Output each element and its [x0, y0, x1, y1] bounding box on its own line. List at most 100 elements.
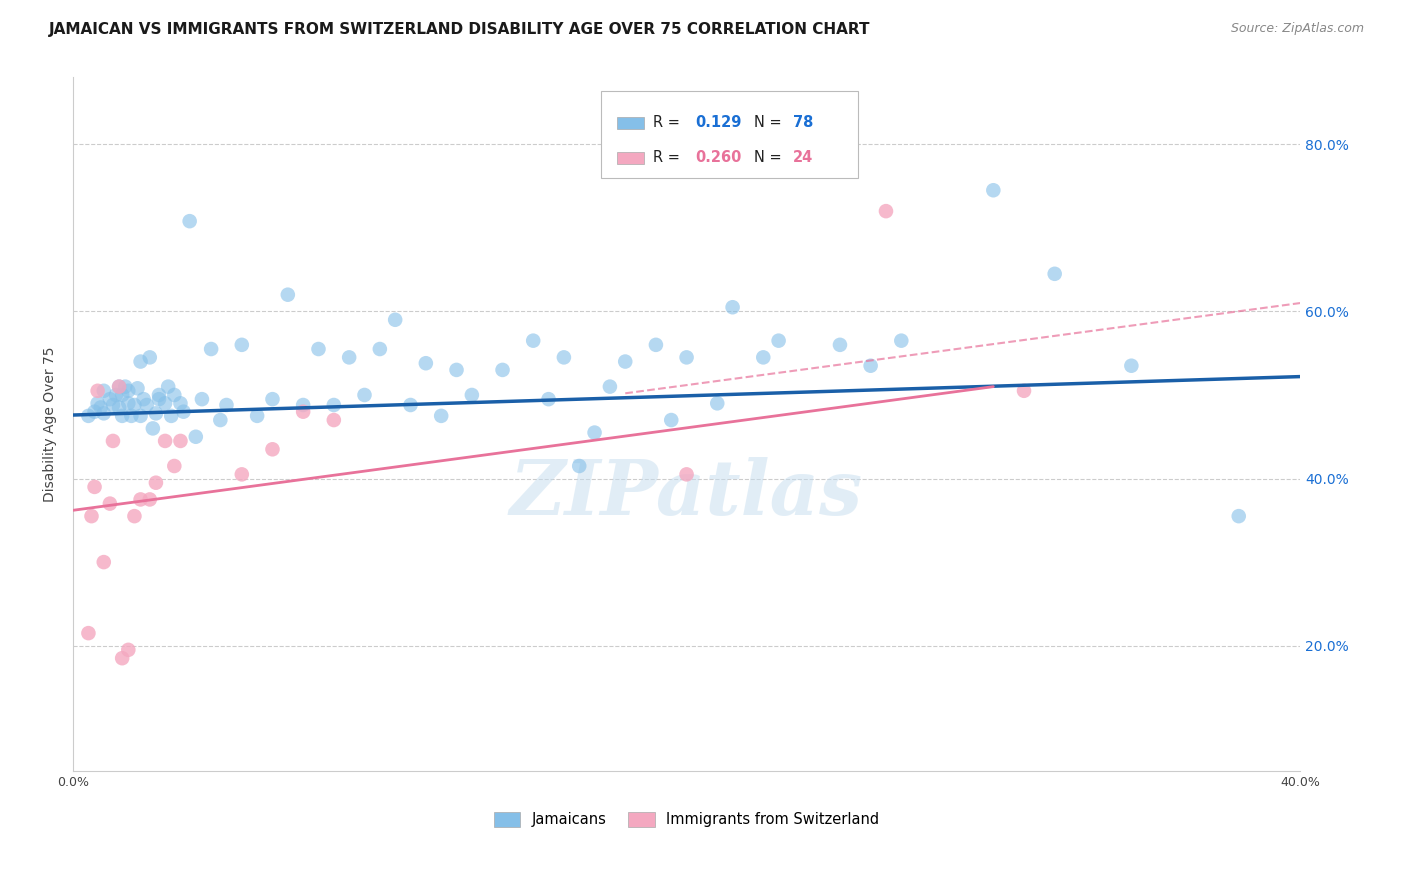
Point	[322, 413, 344, 427]
Point	[127, 381, 149, 395]
Text: 78: 78	[793, 115, 814, 130]
Point	[308, 342, 330, 356]
Point	[111, 388, 134, 402]
Text: ZIPatlas: ZIPatlas	[510, 457, 863, 531]
Point	[337, 351, 360, 365]
Y-axis label: Disability Age Over 75: Disability Age Over 75	[44, 346, 58, 502]
Point	[209, 413, 232, 427]
Point	[461, 388, 484, 402]
Point	[93, 406, 115, 420]
Point	[1227, 509, 1250, 524]
Point	[86, 384, 108, 398]
Point	[120, 409, 142, 423]
FancyBboxPatch shape	[600, 91, 859, 178]
Point	[108, 401, 131, 415]
Point	[200, 342, 222, 356]
Text: N =: N =	[754, 150, 786, 165]
Point	[153, 396, 176, 410]
Point	[1012, 384, 1035, 398]
Point	[163, 458, 186, 473]
Point	[124, 509, 146, 524]
Point	[169, 434, 191, 448]
Point	[90, 401, 112, 415]
Point	[139, 351, 162, 365]
Point	[101, 434, 124, 448]
Point	[157, 379, 180, 393]
Point	[98, 392, 121, 406]
Point	[537, 392, 560, 406]
Point	[659, 413, 682, 427]
Point	[145, 475, 167, 490]
Point	[675, 351, 697, 365]
Point	[77, 409, 100, 423]
Point	[101, 398, 124, 412]
Point	[142, 421, 165, 435]
Point	[179, 214, 201, 228]
Legend: Jamaicans, Immigrants from Switzerland: Jamaicans, Immigrants from Switzerland	[488, 806, 886, 833]
Point	[163, 388, 186, 402]
Point	[86, 396, 108, 410]
Point	[1043, 267, 1066, 281]
Point	[368, 342, 391, 356]
Point	[231, 338, 253, 352]
Point	[706, 396, 728, 410]
Point	[132, 392, 155, 406]
Point	[675, 467, 697, 482]
Point	[246, 409, 269, 423]
Point	[583, 425, 606, 440]
Point	[153, 434, 176, 448]
Point	[292, 398, 315, 412]
Point	[262, 442, 284, 457]
Point	[828, 338, 851, 352]
Point	[721, 300, 744, 314]
Point	[491, 363, 513, 377]
Point	[173, 405, 195, 419]
Point	[890, 334, 912, 348]
Bar	[617, 153, 644, 164]
Point	[614, 354, 637, 368]
Point	[160, 409, 183, 423]
Point	[322, 398, 344, 412]
Point	[231, 467, 253, 482]
Bar	[617, 117, 644, 129]
Point	[77, 626, 100, 640]
Point	[859, 359, 882, 373]
Text: R =: R =	[654, 150, 685, 165]
Text: R =: R =	[654, 115, 685, 130]
Point	[875, 204, 897, 219]
Point	[522, 334, 544, 348]
Point	[83, 480, 105, 494]
Text: Source: ZipAtlas.com: Source: ZipAtlas.com	[1230, 22, 1364, 36]
Point	[129, 492, 152, 507]
Point	[645, 338, 668, 352]
Point	[108, 379, 131, 393]
Point	[108, 379, 131, 393]
Point	[384, 312, 406, 326]
Point	[117, 396, 139, 410]
Point	[111, 409, 134, 423]
Point	[353, 388, 375, 402]
Point	[80, 509, 103, 524]
Point	[568, 458, 591, 473]
Text: 0.260: 0.260	[695, 150, 741, 165]
Point	[1121, 359, 1143, 373]
Text: N =: N =	[754, 115, 786, 130]
Point	[446, 363, 468, 377]
Point	[752, 351, 775, 365]
Point	[105, 388, 128, 402]
Point	[262, 392, 284, 406]
Point	[399, 398, 422, 412]
Point	[277, 287, 299, 301]
Point	[117, 384, 139, 398]
Point	[768, 334, 790, 348]
Point	[145, 406, 167, 420]
Text: 0.129: 0.129	[695, 115, 741, 130]
Point	[83, 405, 105, 419]
Point	[215, 398, 238, 412]
Point	[117, 643, 139, 657]
Point	[981, 183, 1004, 197]
Point	[111, 651, 134, 665]
Point	[135, 398, 157, 412]
Point	[184, 430, 207, 444]
Point	[129, 409, 152, 423]
